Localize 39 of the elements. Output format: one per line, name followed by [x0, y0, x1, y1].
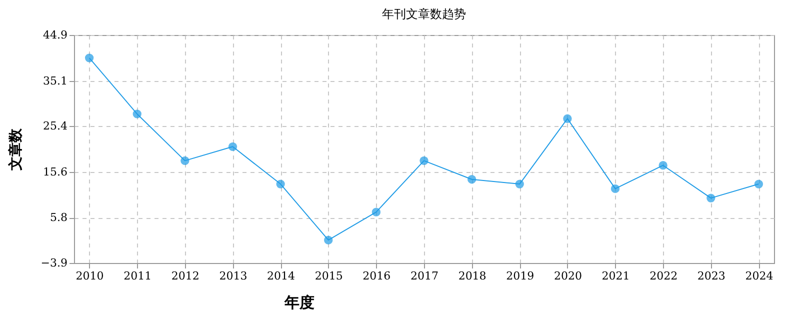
point [658, 161, 668, 170]
point [467, 175, 476, 184]
point [420, 156, 428, 165]
x-tick-label: 2024 [745, 270, 774, 282]
point [372, 208, 381, 216]
point [610, 184, 620, 194]
x-tick-label: 2013 [219, 270, 248, 282]
point [228, 142, 238, 151]
y-tick-label: −3.9 [40, 256, 68, 270]
y-axis-title: 文章数 [6, 128, 24, 172]
x-tick-label: 2023 [697, 270, 726, 282]
x-tick-label: 2016 [362, 270, 391, 282]
y-tick-label: 44.9 [43, 28, 68, 42]
point [754, 180, 764, 188]
point [84, 54, 94, 62]
y-tick-label: 15.6 [43, 165, 68, 178]
point [515, 180, 524, 188]
y-tick-label: 25.4 [43, 120, 68, 133]
x-tick-label: 2011 [124, 270, 152, 282]
x-tick-label: 2020 [554, 270, 582, 282]
x-tick-label: 2015 [314, 270, 343, 282]
x-tick-label: 2012 [171, 270, 200, 282]
point [276, 180, 285, 188]
point [180, 156, 190, 165]
point [706, 194, 716, 202]
y-tick-label: 5.8 [50, 211, 68, 224]
x-tick-label: 2022 [650, 270, 678, 282]
x-axis-title: 年度 [284, 294, 314, 312]
point [563, 114, 572, 123]
x-tick-label: 2021 [602, 270, 630, 282]
point [324, 236, 333, 244]
x-tick-label: 2010 [76, 270, 104, 282]
y-tick-label: 35.1 [43, 74, 68, 88]
x-tick-label: 2019 [506, 270, 534, 282]
x-tick-label: 2017 [410, 270, 438, 282]
chart-title: 年刊文章数趋势 [382, 7, 466, 21]
point [132, 110, 142, 118]
x-tick-label: 2014 [267, 270, 296, 282]
x-tick-label: 2018 [458, 270, 486, 282]
